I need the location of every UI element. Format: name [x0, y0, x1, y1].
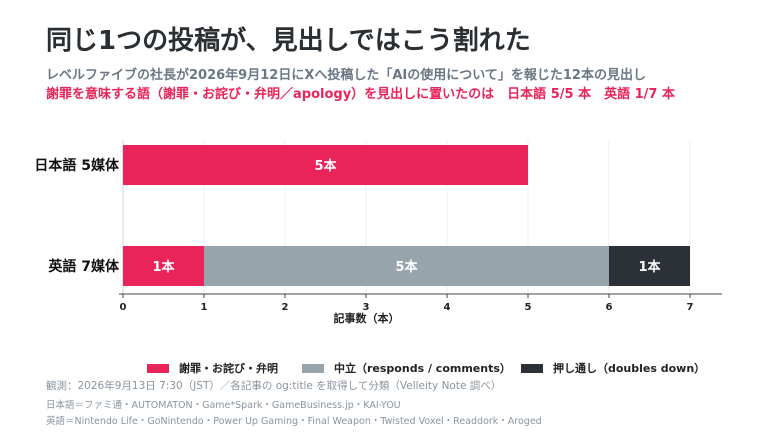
legend-item-neutral: 中立（responds / comments）: [302, 360, 511, 376]
highlight-summary: 謝罪を意味する語（謝罪・お詫び・弁明／apology）を見出しに置いたのは 日本…: [46, 87, 675, 102]
x-tick-label: 6: [606, 302, 613, 313]
japanese-outlets-note: 日本語＝ファミ通・AUTOMATON・Game*Spark・GameBusine…: [46, 400, 401, 411]
x-tick-label: 0: [120, 302, 127, 313]
x-tick-label: 7: [687, 302, 694, 313]
english-outlets-note: 英語＝Nintendo Life・GoNintendo・Power Up Gam…: [46, 416, 542, 427]
chart-title: 同じ1つの投稿が、見出しではこう割れた: [46, 26, 531, 56]
observation-note: 観測：2026年9月13日 7:30（JST）／各記事の og:title を取…: [46, 380, 502, 392]
chart-subtitle: レベルファイブの社長が2026年9月12日にXへ投稿した「AIの使用について」を…: [46, 68, 646, 83]
category-label: 日本語 5媒体: [34, 157, 120, 174]
legend-label-apology: 謝罪・お詫び・弁明: [179, 362, 278, 375]
bar-segment: [123, 145, 528, 185]
x-axis-title: 記事数（本）: [334, 311, 400, 325]
bar-data-label: 5本: [395, 259, 417, 275]
bar-segment: [609, 246, 690, 286]
legend-label-doubles-down: 押し通し（doubles down）: [553, 362, 706, 375]
x-tick-label: 4: [444, 302, 451, 313]
x-tick-label: 3: [363, 302, 370, 313]
legend-swatch-doubles-down: [521, 363, 543, 373]
legend-item-doubles-down: 押し通し（doubles down）: [521, 360, 705, 376]
legend-swatch-apology: [147, 363, 169, 373]
legend: 謝罪・お詫び・弁明 中立（responds / comments） 押し通し（d…: [0, 360, 768, 376]
x-tick-label: 2: [282, 302, 289, 313]
x-tick-label: 5: [525, 302, 532, 313]
x-tick-label: 1: [201, 302, 208, 313]
bar-data-label: 5本: [314, 158, 336, 174]
bar-data-label: 1本: [152, 259, 174, 275]
bar-data-label: 1本: [638, 259, 660, 275]
category-label: 英語 7媒体: [47, 258, 120, 275]
legend-swatch-neutral: [302, 363, 324, 373]
bar-segment: [123, 246, 204, 286]
legend-label-neutral: 中立（responds / comments）: [334, 362, 511, 375]
bar-segment: [204, 246, 609, 286]
legend-item-apology: 謝罪・お詫び・弁明: [147, 360, 278, 376]
